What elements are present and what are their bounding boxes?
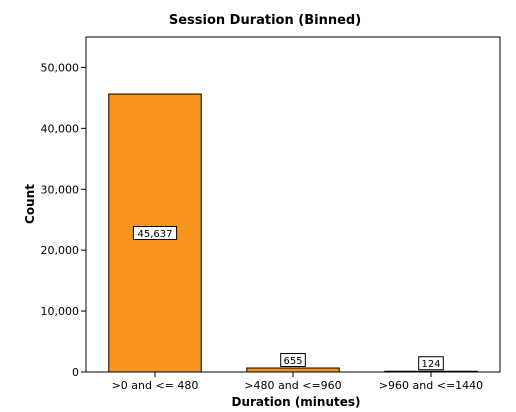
y-tick-label: 50,000 (41, 61, 80, 74)
x-axis-title: Duration (minutes) (231, 395, 360, 409)
y-axis: 0 10,000 20,000 30,000 40,000 50,000 (41, 61, 86, 379)
data-label-text: 655 (283, 356, 302, 367)
bar (384, 370, 478, 373)
y-tick-label: 20,000 (41, 244, 80, 257)
x-tick-label: >480 and <=960 (244, 379, 341, 392)
bars: 45,637 655 124 (108, 93, 478, 373)
x-tick-label: >960 and <=1440 (379, 379, 483, 392)
bar (246, 367, 340, 373)
data-label-box (418, 356, 444, 371)
y-tick-label: 30,000 (41, 183, 80, 196)
data-label: 45,637 (132, 226, 178, 241)
data-label-text: 45,637 (138, 229, 173, 240)
y-tick-label: 10,000 (41, 305, 80, 318)
x-tick-label: >0 and <= 480 (112, 379, 199, 392)
data-label-box (280, 353, 306, 368)
data-label-text: 124 (421, 359, 440, 370)
chart-title: Session Duration (Binned) (169, 13, 361, 28)
data-label-box (132, 226, 178, 241)
y-tick-label: 0 (72, 366, 79, 379)
x-axis: >0 and <= 480 >480 and <=960 >960 and <=14… (112, 372, 483, 392)
data-label: 124 (418, 356, 444, 371)
y-tick-label: 40,000 (41, 122, 80, 135)
y-axis-title: Count (23, 184, 37, 224)
data-label: 655 (280, 353, 306, 368)
